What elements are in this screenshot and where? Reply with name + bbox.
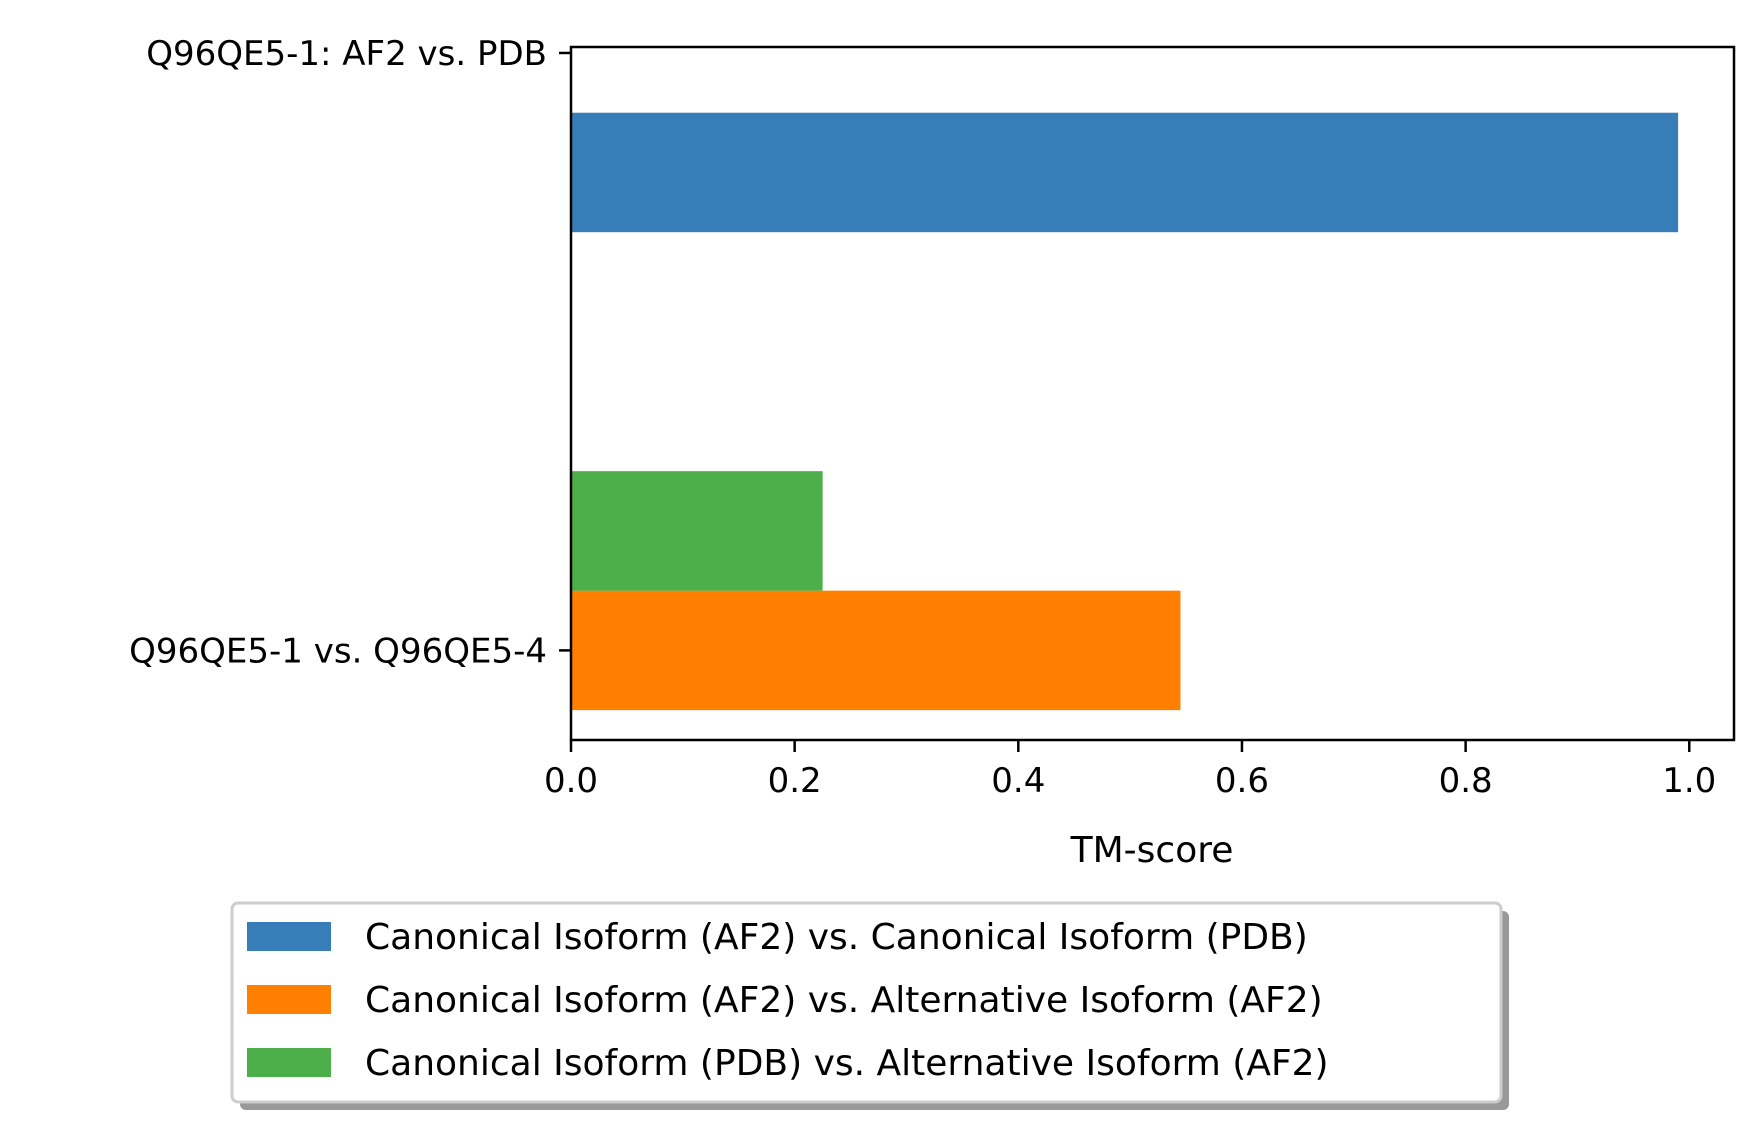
legend-label: Canonical Isoform (AF2) vs. Canonical Is… — [365, 917, 1308, 958]
bar-2-0 — [571, 471, 823, 591]
x-tick-label: 0.8 — [1439, 761, 1493, 801]
legend-swatch — [247, 1048, 331, 1077]
bars — [571, 112, 1679, 711]
legend-swatch — [247, 922, 331, 951]
legend-box — [230, 901, 1503, 1104]
legend-swatch — [247, 985, 331, 1014]
bar-0-1 — [571, 112, 1679, 233]
x-tick-label: 0.0 — [544, 761, 598, 801]
x-ticks: 0.0 0.2 0.4 0.6 0.8 1.0 — [544, 740, 1716, 801]
x-tick-label: 0.6 — [1215, 761, 1269, 801]
x-tick-label: 0.4 — [991, 761, 1045, 801]
y-tick-label: Q96QE5-1 vs. Q96QE5-4 — [129, 631, 547, 671]
legend: Canonical Isoform (AF2) vs. Canonical Is… — [230, 901, 1509, 1110]
bar-1-0 — [571, 590, 1181, 711]
axes-frame — [569, 45, 1736, 742]
y-ticks: Q96QE5-1 vs. Q96QE5-4 Q96QE5-1: AF2 vs. P… — [129, 34, 571, 671]
x-tick-label: 1.0 — [1662, 761, 1716, 801]
legend-label: Canonical Isoform (AF2) vs. Alternative … — [365, 980, 1323, 1021]
legend-label: Canonical Isoform (PDB) vs. Alternative … — [365, 1043, 1329, 1084]
y-tick-label: Q96QE5-1: AF2 vs. PDB — [146, 34, 547, 74]
x-tick-label: 0.2 — [768, 761, 822, 801]
x-axis-label: TM-score — [1070, 830, 1234, 871]
